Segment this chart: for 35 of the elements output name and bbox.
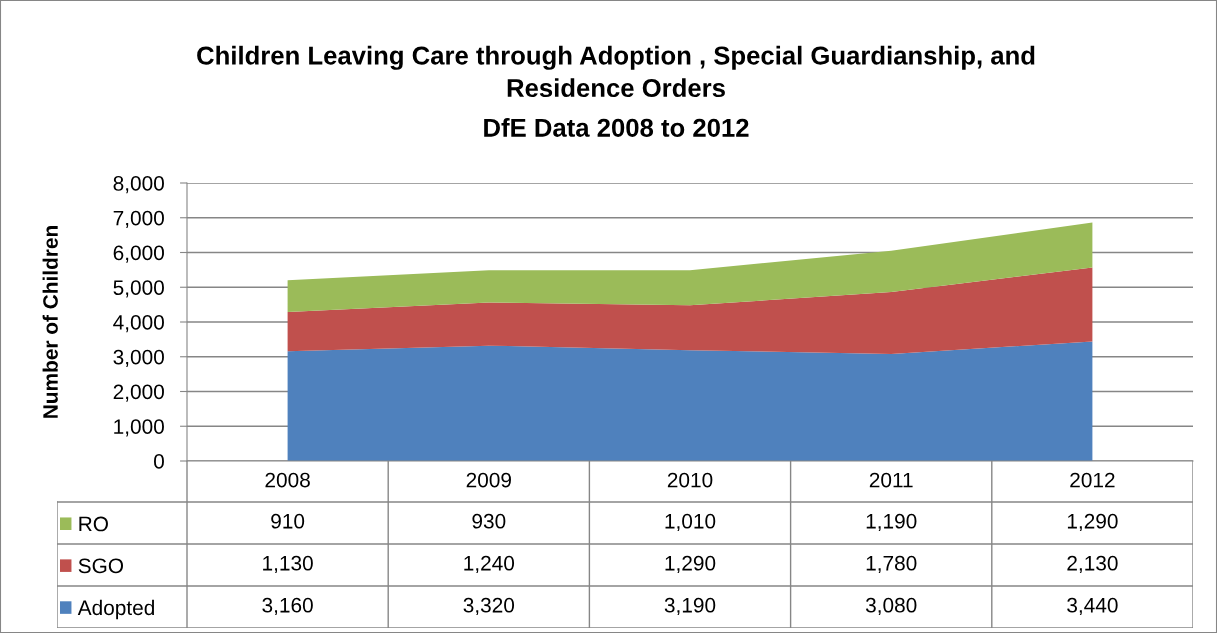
chart-subtitle: DfE Data 2008 to 2012 bbox=[484, 118, 749, 137]
legend-label: SGO bbox=[78, 558, 124, 574]
data-label: 3,320 bbox=[463, 597, 515, 616]
data-label: 3,080 bbox=[865, 597, 917, 616]
legend-label: Adopted bbox=[77, 599, 154, 620]
data-label: 1,290 bbox=[665, 555, 716, 574]
legend-label: RO bbox=[79, 516, 108, 532]
x-tick-label: 2011 bbox=[869, 472, 913, 488]
data-label: 930 bbox=[472, 513, 506, 529]
y-tick-label: 7,000 bbox=[113, 210, 164, 228]
x-tick-label: 2009 bbox=[466, 472, 511, 488]
data-label: 1,290 bbox=[1067, 513, 1118, 532]
y-tick-label: 3,000 bbox=[113, 349, 164, 367]
y-tick-label: 1,000 bbox=[114, 419, 164, 437]
data-label: 3,160 bbox=[262, 597, 313, 616]
y-tick-label: 8,000 bbox=[113, 176, 164, 194]
y-tick-label: 6,000 bbox=[113, 245, 164, 263]
data-label: 1,780 bbox=[866, 555, 917, 574]
y-tick-label: 2,000 bbox=[113, 384, 164, 402]
data-label: 1,240 bbox=[464, 555, 515, 574]
data-label: 1,130 bbox=[263, 555, 313, 574]
x-tick-label: 2008 bbox=[265, 472, 310, 488]
x-tick-label: 2010 bbox=[667, 472, 713, 488]
chart-title: Children Leaving Care through Adoption , Special Guardianship, and Residence Orders bbox=[197, 45, 1035, 98]
data-label: 1,190 bbox=[866, 513, 917, 532]
y-tick-label: 0 bbox=[154, 454, 164, 469]
data-label: 1,010 bbox=[665, 513, 716, 532]
data-label: 2,130 bbox=[1067, 555, 1118, 574]
y-tick-label: 4,000 bbox=[113, 315, 164, 333]
data-label: 3,190 bbox=[664, 597, 716, 616]
data-label: 3,440 bbox=[1067, 597, 1118, 616]
data-label: 910 bbox=[271, 513, 305, 529]
y-axis-title: Number of Children bbox=[42, 226, 58, 418]
x-tick-label: 2012 bbox=[1070, 472, 1115, 488]
y-tick-label: 5,000 bbox=[113, 280, 164, 298]
